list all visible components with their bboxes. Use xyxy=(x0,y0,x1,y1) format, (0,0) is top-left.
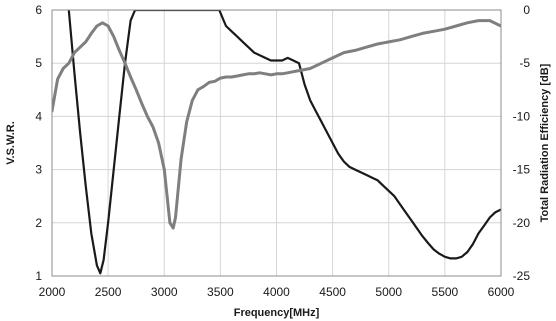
y2-tick-label: -5 xyxy=(519,56,530,70)
efficiency-series-line xyxy=(52,19,501,230)
y-tick-label: 3 xyxy=(35,163,42,177)
vswr-series-line xyxy=(67,10,501,275)
series-group xyxy=(52,10,501,275)
x-tick-label: 3000 xyxy=(151,285,178,299)
y-tick-label: 2 xyxy=(35,216,42,230)
y2-tick-labels: 0 -5 -10 -15 -20 -25 xyxy=(513,3,531,283)
x-tick-label: 4500 xyxy=(319,285,346,299)
x-tick-label: 4000 xyxy=(263,285,290,299)
y-tick-label: 6 xyxy=(35,3,42,17)
y-tick-labels: 1 2 3 4 5 6 xyxy=(35,3,42,283)
x-tick-label: 2000 xyxy=(39,285,66,299)
y-tick-label: 1 xyxy=(35,269,42,283)
y-axis-title: V.S.W.R. xyxy=(5,121,17,165)
x-tick-label: 5000 xyxy=(375,285,402,299)
y2-tick-label: -15 xyxy=(513,163,531,177)
y2-tick-label: -10 xyxy=(513,109,531,123)
x-tick-label: 2500 xyxy=(95,285,122,299)
y-tick-label: 5 xyxy=(35,56,42,70)
x-tick-labels: 2000 2500 3000 3500 4000 4500 5000 5500 6000 xyxy=(39,285,515,299)
y2-tick-label: -20 xyxy=(513,216,531,230)
y-tick-label: 4 xyxy=(35,109,42,123)
y2-axis-title: Total Radiation Efficiency [dB] xyxy=(539,63,551,222)
y2-tick-label: -25 xyxy=(513,269,531,283)
x-tick-label: 6000 xyxy=(488,285,515,299)
x-tick-label: 3500 xyxy=(207,285,234,299)
x-tick-label: 5500 xyxy=(432,285,459,299)
x-axis-title: Frequency[MHz] xyxy=(234,307,320,319)
y2-tick-label: 0 xyxy=(523,3,530,17)
plot-frame xyxy=(51,9,502,277)
